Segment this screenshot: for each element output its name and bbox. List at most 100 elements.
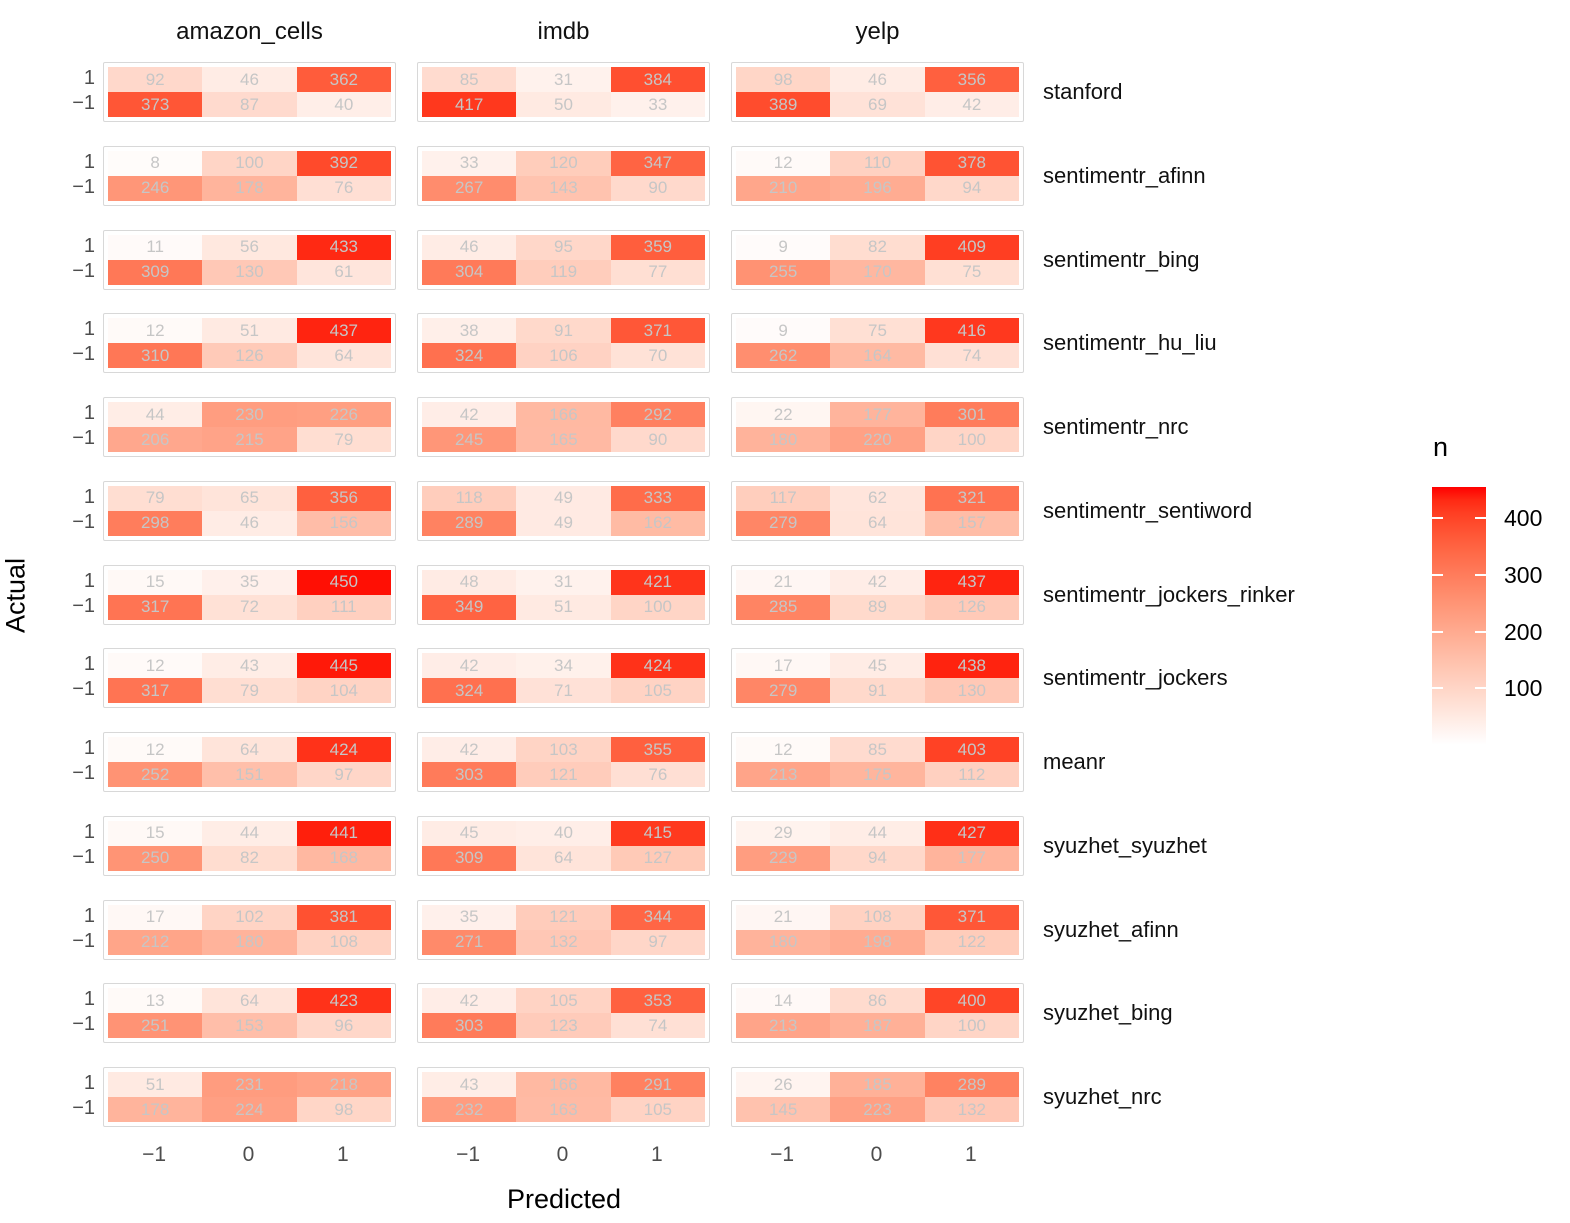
facet-panel: 22 177 301 180 220 100 [731,397,1024,457]
cell-grid: 35 121 344 271 132 97 [422,904,705,955]
cell-grid: 9 82 409 255 170 75 [736,234,1019,285]
facet-panel: 117 62 321 279 64 157 [731,480,1024,541]
heatmap-cell: 75 [830,318,925,344]
y-axis-tick-label: −1 [72,343,95,366]
cell-grid: 44 230 226 206 215 79 [108,402,391,452]
x-axis-tick-label: 1 [964,1143,977,1166]
heatmap-cell: 384 [610,67,705,92]
heatmap-cell: 31 [516,569,611,595]
heatmap-cell: 132 [924,1097,1019,1122]
heatmap-cell: 324 [422,343,517,369]
heatmap-cell: 94 [830,845,925,871]
y-axis-tick-label: −1 [72,845,95,868]
heatmap-cell: 153 [202,1013,297,1039]
heatmap-cell: 14 [736,988,831,1014]
heatmap-cell: 157 [924,510,1019,536]
heatmap-cell: 177 [830,402,925,427]
heatmap-cell: 42 [830,569,925,595]
heatmap-cell: 356 [296,485,391,511]
cell-grid: 12 64 424 252 151 97 [108,737,391,787]
heatmap-cell: 317 [108,678,203,704]
cell-grid: 8 100 392 246 178 76 [108,150,391,201]
facet-panel: 51 231 218 178 224 98 [103,1067,396,1127]
cell-grid: 11 56 433 309 130 61 [108,234,391,285]
heatmap-cell: 44 [108,402,203,427]
heatmap-cell: 163 [516,1097,611,1122]
legend-tick-label: 300 [1504,561,1543,588]
x-axis-tick-label: 0 [242,1143,255,1166]
facet-panel: 12 110 378 210 196 94 [731,145,1024,206]
heatmap-cell: 15 [108,569,203,595]
heatmap-cell: 371 [610,318,705,344]
heatmap-cell: 301 [924,402,1019,427]
heatmap-cell: 44 [830,820,925,846]
heatmap-cell: 162 [610,510,705,536]
y-axis-tick-label: 1 [83,402,95,424]
legend-tick-mark [1475,517,1486,520]
heatmap-cell: 64 [516,845,611,871]
cell-grid: 22 177 301 180 220 100 [736,402,1019,452]
heatmap-cell: 50 [516,92,611,117]
heatmap-cell: 12 [108,653,203,679]
heatmap-cell: 250 [108,845,203,871]
y-axis-tick-label: 1 [83,988,95,1011]
heatmap-cell: 246 [108,175,203,201]
y-axis-tick-label: 1 [83,569,95,592]
heatmap-cell: 122 [924,929,1019,955]
legend-tick-label: 200 [1504,618,1543,645]
heatmap-cell: 292 [610,402,705,427]
heatmap-cell: 31 [516,67,611,92]
cell-grid: 12 51 437 310 126 64 [108,318,391,369]
heatmap-cell: 51 [516,594,611,620]
heatmap-cell: 303 [422,762,517,787]
heatmap-cell: 21 [736,904,831,930]
heatmap-cell: 424 [296,737,391,762]
y-axis-tick-label: 1 [83,318,95,341]
cell-grid: 21 42 437 285 89 126 [736,569,1019,620]
facet-panel: 42 34 424 324 71 105 [417,648,710,709]
heatmap-cell: 353 [610,988,705,1014]
heatmap-cell: 231 [202,1072,297,1097]
facet-row-label: sentimentr_sentiword [1043,497,1253,523]
heatmap-cell: 291 [610,1072,705,1097]
heatmap-cell: 126 [202,343,297,369]
y-axis-tick-label: 1 [83,904,95,927]
heatmap-cell: 118 [422,485,517,511]
facet-panel: 44 230 226 206 215 79 [103,397,396,457]
y-axis-tick-label: 1 [83,820,95,843]
heatmap-cell: 285 [736,594,831,620]
heatmap-cell: 64 [202,737,297,762]
heatmap-cell: 196 [830,175,925,201]
heatmap-cell: 255 [736,259,831,285]
heatmap-cell: 86 [830,988,925,1014]
heatmap-cell: 46 [830,67,925,92]
heatmap-cell: 108 [830,904,925,930]
facet-panel: 15 44 441 250 82 168 [103,815,396,876]
cell-grid: 98 46 356 389 69 42 [736,67,1019,117]
heatmap-cell: 317 [108,594,203,620]
heatmap-cell: 177 [924,845,1019,871]
heatmap-cell: 94 [924,175,1019,201]
heatmap-cell: 119 [516,259,611,285]
heatmap-cell: 356 [924,67,1019,92]
heatmap-cell: 89 [830,594,925,620]
facet-column-title: imdb [537,18,590,45]
facet-panel: 9 82 409 255 170 75 [731,229,1024,290]
heatmap-cell: 450 [296,569,391,595]
heatmap-cell: 445 [296,653,391,679]
heatmap-cell: 309 [422,845,517,871]
heatmap-cell: 433 [296,234,391,260]
heatmap-cell: 51 [108,1072,203,1097]
heatmap-cell: 166 [516,1072,611,1097]
heatmap-cell: 56 [202,234,297,260]
facet-row-label: syuzhet_afinn [1043,916,1179,942]
heatmap-cell: 409 [924,234,1019,260]
heatmap-cell: 102 [202,904,297,930]
heatmap-cell: 164 [830,343,925,369]
facet-panel: 14 86 400 213 187 100 [731,983,1024,1044]
heatmap-cell: 69 [830,92,925,117]
heatmap-cell: 421 [610,569,705,595]
cell-grid: 79 65 356 298 46 156 [108,485,391,536]
heatmap-cell: 74 [924,343,1019,369]
cell-grid: 17 102 381 212 180 108 [108,904,391,955]
